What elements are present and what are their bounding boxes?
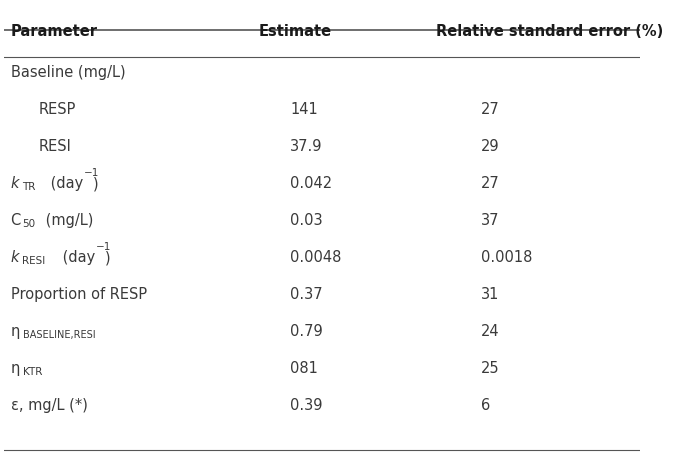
Text: 0.37: 0.37 <box>290 287 322 302</box>
Text: ): ) <box>93 176 98 191</box>
Text: 0.042: 0.042 <box>290 176 332 191</box>
Text: Proportion of RESP: Proportion of RESP <box>10 287 147 302</box>
Text: −1: −1 <box>84 168 99 178</box>
Text: 0.0018: 0.0018 <box>481 250 532 265</box>
Text: Baseline (mg/L): Baseline (mg/L) <box>10 65 125 80</box>
Text: k: k <box>10 250 19 265</box>
Text: RESI: RESI <box>22 255 45 265</box>
Text: 29: 29 <box>481 139 500 154</box>
Text: 37: 37 <box>481 213 499 228</box>
Text: (day: (day <box>58 250 96 265</box>
Text: (day: (day <box>46 176 83 191</box>
Text: 27: 27 <box>481 102 500 117</box>
Text: 50: 50 <box>22 218 35 228</box>
Text: 24: 24 <box>481 324 500 339</box>
Text: BASELINE,RESI: BASELINE,RESI <box>23 329 96 339</box>
Text: (mg/L): (mg/L) <box>41 213 94 228</box>
Text: RESP: RESP <box>39 102 77 117</box>
Text: Relative standard error (%): Relative standard error (%) <box>436 24 664 39</box>
Text: 0.39: 0.39 <box>290 397 322 413</box>
Text: ε, mg/L (*): ε, mg/L (*) <box>10 397 87 413</box>
Text: TR: TR <box>22 181 36 191</box>
Text: k: k <box>10 176 19 191</box>
Text: η: η <box>10 324 20 339</box>
Text: RESI: RESI <box>39 139 72 154</box>
Text: 31: 31 <box>481 287 499 302</box>
Text: 141: 141 <box>290 102 318 117</box>
Text: C: C <box>10 213 21 228</box>
Text: 0.03: 0.03 <box>290 213 322 228</box>
Text: 6: 6 <box>481 397 490 413</box>
Text: KTR: KTR <box>23 366 43 376</box>
Text: 081: 081 <box>290 361 318 375</box>
Text: Estimate: Estimate <box>258 24 332 39</box>
Text: 25: 25 <box>481 361 500 375</box>
Text: 37.9: 37.9 <box>290 139 322 154</box>
Text: ): ) <box>105 250 111 265</box>
Text: 0.79: 0.79 <box>290 324 323 339</box>
Text: −1: −1 <box>96 242 111 252</box>
Text: Parameter: Parameter <box>10 24 98 39</box>
Text: 27: 27 <box>481 176 500 191</box>
Text: η: η <box>10 361 20 375</box>
Text: 0.0048: 0.0048 <box>290 250 341 265</box>
